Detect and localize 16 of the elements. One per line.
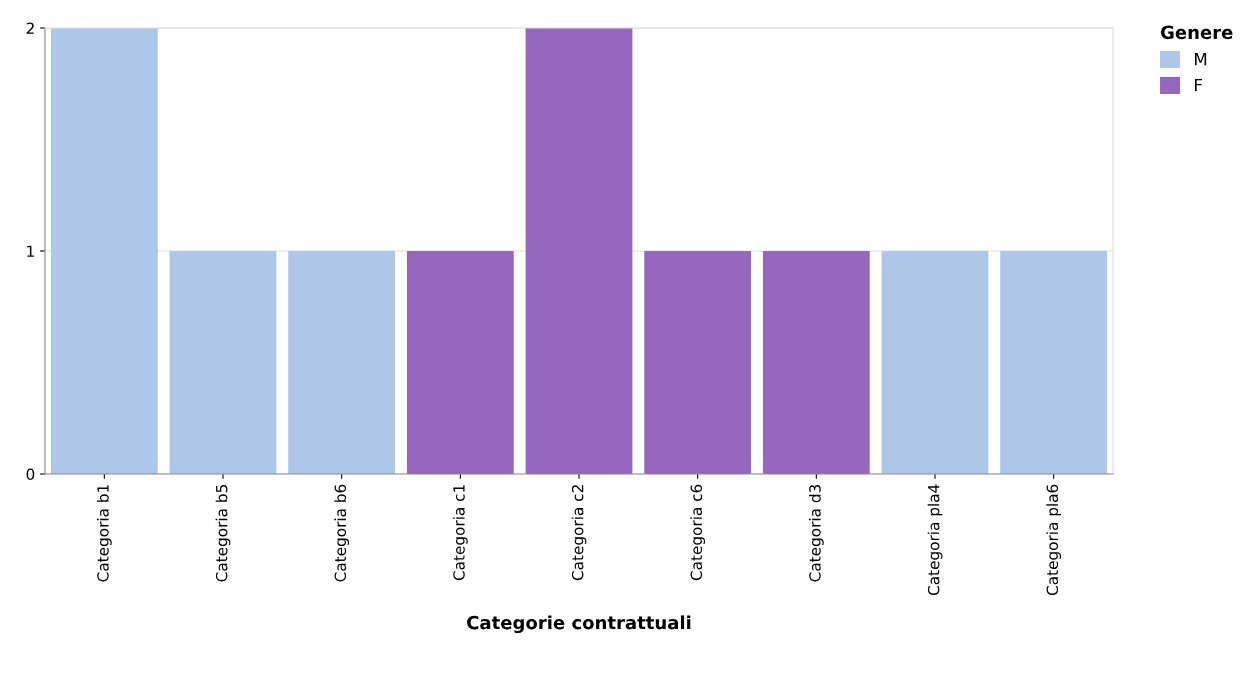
y-tick-label: 2	[26, 22, 34, 34]
x-tick-label: Categoria c1	[452, 485, 468, 581]
x-axis-title: Categorie contrattuali	[467, 615, 691, 634]
x-tick-label: Categoria b5	[215, 485, 231, 582]
legend-title: Genere	[1160, 25, 1233, 40]
x-tick-label: Categoria pla6	[1046, 484, 1062, 596]
x-tick-label: Categoria b6	[334, 484, 350, 582]
x-tick-label: Categoria b1	[96, 485, 112, 582]
y-tick-label: 0	[26, 468, 35, 481]
x-tick-label: Categoria d3	[808, 484, 824, 582]
x-tick-label: Categoria c6	[690, 484, 706, 581]
x-tick-label: Categoria c2	[571, 485, 587, 581]
y-tick-label: 1	[27, 245, 34, 257]
legend-label: F	[1195, 78, 1202, 92]
x-tick-label: Categoria pla4	[927, 484, 943, 596]
legend-label: M	[1195, 52, 1207, 66]
